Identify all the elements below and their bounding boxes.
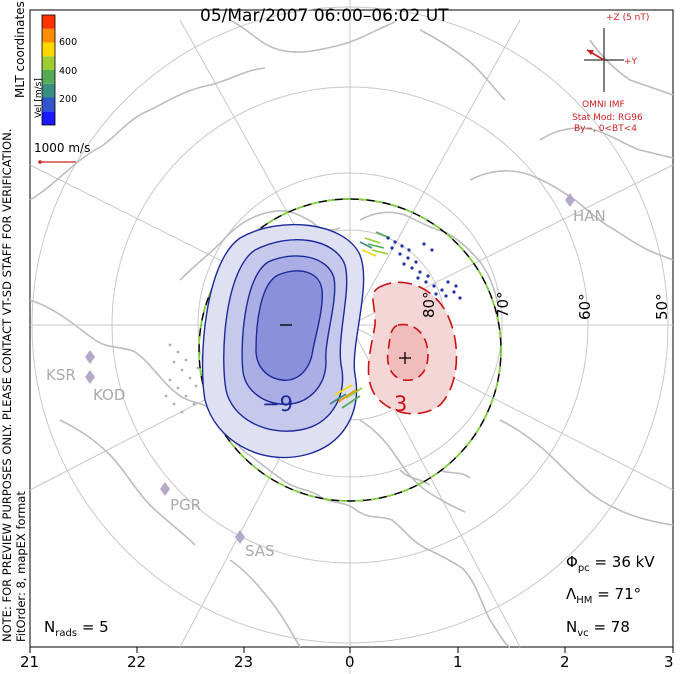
vector-count: Nvc = 78 bbox=[566, 618, 630, 639]
latitude-label-60: 60° bbox=[576, 293, 594, 320]
plot-frame bbox=[29, 9, 674, 648]
negative-contour-label: −9 bbox=[262, 392, 293, 416]
mlt-tick-22: 22 bbox=[127, 653, 147, 671]
radar-site-markers bbox=[85, 193, 575, 544]
imf-z-label: +Z (5 nT) bbox=[606, 13, 650, 23]
colorbar-segment bbox=[42, 111, 55, 125]
mlt-tick-2: 2 bbox=[560, 653, 570, 671]
imf-clock-dial bbox=[584, 28, 624, 92]
colorbar-segment bbox=[42, 97, 55, 112]
positive-contour-label: 3 bbox=[394, 392, 408, 416]
imf-y-label: +Y bbox=[624, 57, 638, 67]
coastlines bbox=[29, 19, 674, 648]
hmb-boundary-dash bbox=[198, 198, 502, 502]
colorbar-segment bbox=[42, 70, 55, 84]
radar-label-sas: SAS bbox=[245, 542, 275, 560]
latitude-label-50: 50° bbox=[653, 293, 671, 320]
mlt-tick-1: 1 bbox=[453, 653, 463, 671]
colorbar-segment bbox=[42, 56, 55, 70]
hmb-latitude: ΛHM = 71° bbox=[566, 585, 642, 606]
latitude-label-70: 70° bbox=[494, 291, 512, 318]
colorbar-segment bbox=[42, 83, 55, 98]
potential-maximum-marker bbox=[399, 352, 411, 364]
negative-convection-cell bbox=[201, 223, 365, 459]
radar-count: Nrads = 5 bbox=[44, 618, 109, 639]
velocity-vectors-midnight bbox=[329, 384, 363, 409]
radar-label-kod: KOD bbox=[93, 386, 126, 404]
vector-scale-label: 1000 m/s bbox=[34, 141, 91, 155]
colorbar-frame bbox=[41, 14, 56, 126]
latitude-label-80: 80° bbox=[420, 291, 438, 318]
imf-source: OMNI IMF bbox=[582, 100, 625, 110]
velocity-dots-dusk bbox=[164, 343, 200, 414]
positive-convection-cell bbox=[367, 281, 458, 415]
colorbar-segment bbox=[42, 28, 55, 43]
coordinate-system-label: MLT coordinates bbox=[13, 1, 27, 98]
imf-condition: By−, 0<BT<4 bbox=[574, 124, 637, 134]
imf-model: Stat Mod: RG96 bbox=[572, 113, 643, 123]
velocity-dots-dawn bbox=[386, 236, 462, 300]
mlt-tick-marks bbox=[29, 647, 674, 653]
mlt-tick-3: 3 bbox=[664, 653, 674, 671]
colorbar-label: Vel [m/s] bbox=[34, 78, 44, 118]
velocity-vectors-noon bbox=[359, 231, 391, 257]
mlt-tick-0: 0 bbox=[345, 653, 355, 671]
vector-scale-dot bbox=[38, 160, 42, 164]
velocity-colorbar bbox=[42, 15, 55, 125]
radar-label-ksr: KSR bbox=[46, 366, 76, 384]
cross-polar-potential: Φpc = 36 kV bbox=[566, 553, 655, 574]
colorbar-segment bbox=[42, 42, 55, 57]
mlt-tick-21: 21 bbox=[20, 653, 40, 671]
radar-label-han: HAN bbox=[573, 207, 606, 225]
colorbar-segment bbox=[42, 15, 55, 29]
map-title: 05/Mar/2007 06:00–06:02 UT bbox=[200, 6, 449, 26]
mlt-tick-23: 23 bbox=[234, 653, 254, 671]
preview-note: NOTE: FOR PREVIEW PURPOSES ONLY. PLEASE … bbox=[0, 128, 14, 642]
colorbar-tick-600: 600 bbox=[59, 37, 78, 48]
colorbar-tick-400: 400 bbox=[59, 66, 78, 77]
radar-label-pgr: PGR bbox=[170, 496, 202, 514]
colorbar-tick-200: 200 bbox=[59, 94, 78, 105]
fit-order-note: FitOrder: 8, mapEX format bbox=[14, 491, 28, 642]
